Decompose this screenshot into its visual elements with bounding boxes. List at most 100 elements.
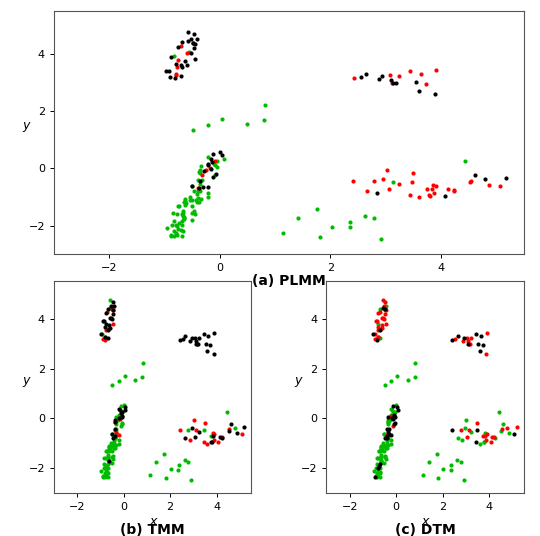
- Point: [456, 458, 465, 466]
- Point: [231, 423, 239, 432]
- Point: [378, 71, 387, 80]
- Point: [210, 160, 219, 168]
- Point: [369, 214, 378, 222]
- Point: [114, 435, 123, 444]
- Point: [224, 426, 233, 435]
- Y-axis label: y: y: [294, 374, 302, 388]
- Point: [212, 169, 220, 178]
- Point: [376, 444, 385, 452]
- Point: [382, 437, 391, 445]
- Point: [103, 464, 112, 472]
- Point: [189, 44, 198, 53]
- Point: [107, 429, 116, 438]
- Point: [100, 316, 109, 325]
- Point: [381, 297, 389, 306]
- Point: [315, 233, 324, 241]
- Point: [373, 188, 382, 197]
- Point: [393, 403, 401, 411]
- Point: [178, 227, 187, 235]
- Point: [208, 173, 217, 181]
- Point: [377, 321, 386, 329]
- Point: [177, 226, 185, 235]
- Point: [374, 467, 383, 476]
- Point: [374, 453, 382, 462]
- Point: [191, 210, 200, 219]
- Point: [487, 438, 495, 446]
- Point: [174, 225, 183, 234]
- Point: [373, 333, 382, 341]
- Point: [383, 434, 392, 443]
- Point: [346, 218, 355, 226]
- Point: [99, 464, 108, 472]
- Point: [193, 190, 201, 198]
- Point: [107, 314, 116, 323]
- Point: [99, 317, 107, 326]
- Point: [361, 211, 370, 220]
- Point: [171, 229, 180, 237]
- Point: [204, 182, 212, 191]
- Point: [107, 429, 116, 438]
- Point: [448, 426, 456, 434]
- Point: [381, 310, 389, 318]
- Point: [172, 230, 181, 239]
- Point: [375, 468, 384, 477]
- Point: [103, 468, 112, 477]
- Point: [206, 432, 215, 441]
- Point: [176, 426, 184, 434]
- Point: [474, 339, 483, 348]
- Point: [107, 447, 116, 456]
- Point: [208, 158, 217, 166]
- Point: [113, 416, 122, 425]
- Point: [461, 157, 469, 165]
- Point: [112, 420, 120, 428]
- Point: [378, 324, 387, 332]
- Point: [467, 428, 476, 437]
- Point: [107, 439, 116, 448]
- Point: [107, 459, 116, 467]
- Point: [372, 317, 380, 326]
- Point: [110, 431, 119, 440]
- Point: [377, 235, 386, 243]
- Point: [200, 166, 208, 175]
- Point: [476, 332, 485, 340]
- Point: [441, 191, 450, 200]
- Point: [385, 416, 394, 425]
- Point: [108, 381, 117, 389]
- Point: [175, 202, 184, 210]
- Point: [193, 340, 202, 348]
- Point: [109, 451, 117, 460]
- Point: [177, 72, 186, 80]
- Point: [120, 403, 129, 411]
- Point: [187, 196, 196, 205]
- Point: [171, 74, 180, 83]
- Point: [377, 444, 386, 452]
- Point: [103, 334, 112, 343]
- Point: [392, 400, 400, 409]
- Point: [101, 332, 110, 341]
- Point: [439, 465, 448, 473]
- Point: [328, 222, 336, 231]
- Point: [376, 334, 384, 343]
- Point: [453, 455, 462, 464]
- Point: [384, 412, 393, 421]
- Point: [104, 460, 112, 468]
- Point: [505, 429, 514, 437]
- Point: [116, 414, 125, 423]
- Point: [177, 61, 186, 69]
- Point: [190, 415, 198, 424]
- Point: [428, 181, 437, 189]
- Point: [163, 224, 171, 233]
- Point: [350, 73, 359, 82]
- Point: [119, 400, 128, 409]
- Point: [186, 337, 195, 345]
- Point: [184, 48, 193, 57]
- Point: [206, 341, 215, 349]
- Point: [109, 310, 117, 318]
- Point: [377, 458, 386, 466]
- Point: [198, 176, 207, 184]
- Point: [369, 330, 378, 339]
- Point: [210, 436, 218, 444]
- Point: [109, 297, 117, 306]
- Point: [105, 321, 113, 329]
- Point: [449, 186, 458, 195]
